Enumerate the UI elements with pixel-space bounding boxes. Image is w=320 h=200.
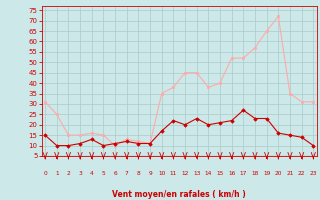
X-axis label: Vent moyen/en rafales ( km/h ): Vent moyen/en rafales ( km/h ) [112,190,246,199]
